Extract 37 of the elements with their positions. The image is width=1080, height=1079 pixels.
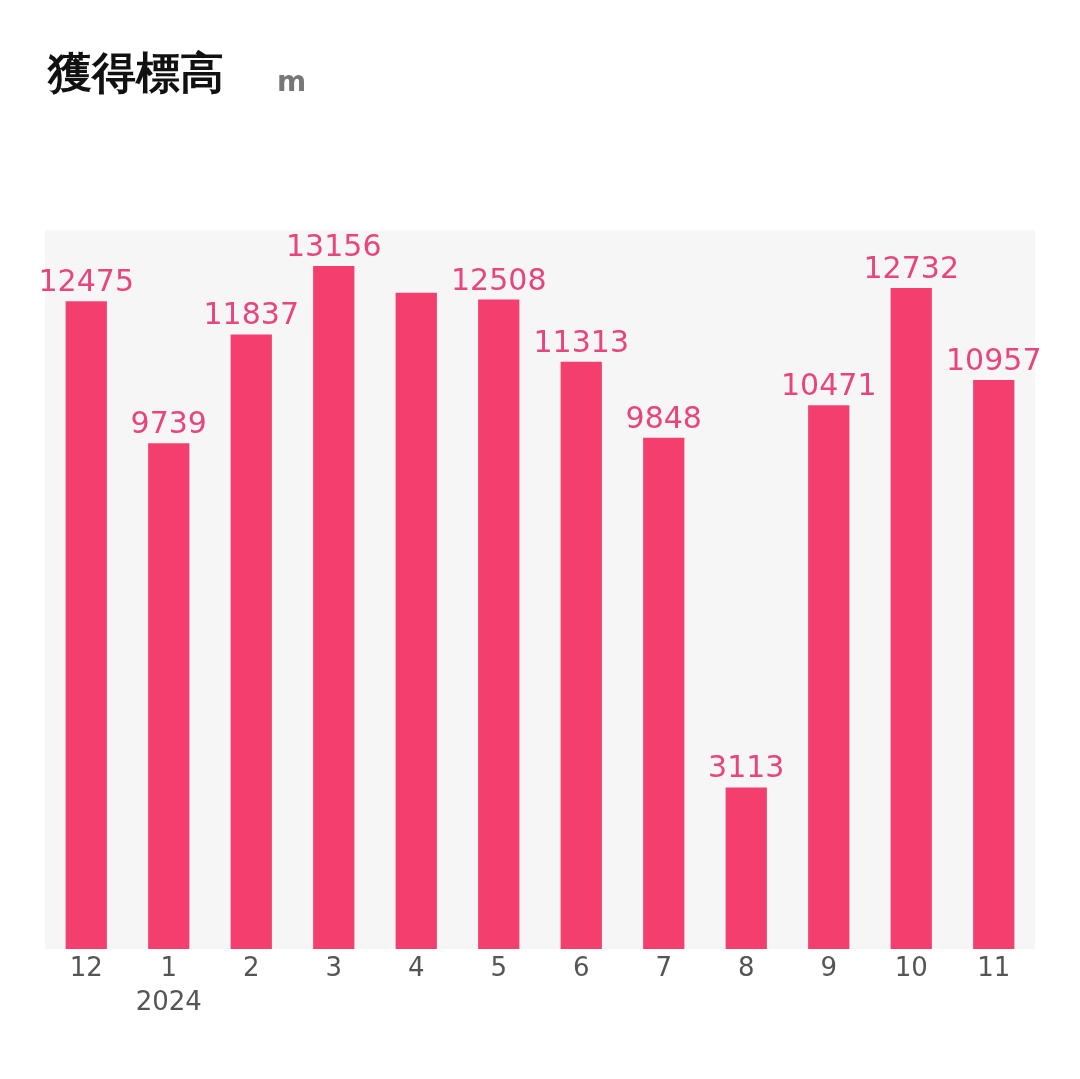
chart-title: 獲得標高 [47,47,224,98]
data-label: 3113 [708,749,785,785]
bar [973,380,1015,949]
data-label: 12732 [863,249,959,285]
bar [808,405,850,949]
bar [148,443,190,949]
data-label: 9739 [130,405,207,441]
data-label: 9848 [625,399,702,435]
bar [65,301,107,949]
x-tick-label: 7 [655,952,673,982]
bar [230,334,272,949]
bar [560,361,602,949]
data-label: 11313 [533,323,629,359]
data-label: 12475 [38,263,134,299]
data-label: 10957 [946,342,1042,378]
data-label: 11837 [203,296,299,332]
x-tick-label: 9 [820,952,838,982]
bar [643,437,685,949]
x-tick-label: 6 [572,952,590,982]
bar [890,287,932,949]
x-tick-label: 5 [490,952,508,982]
x-tick-label: 11 [977,952,1011,982]
bar [395,292,437,949]
x-tick-label: 8 [737,952,755,982]
chart-subtitle: m [277,65,307,98]
x-tick-label: 10 [894,952,928,982]
x-tick-label: 12 [69,952,103,982]
x-tick-label: 3 [325,952,343,982]
bar [478,299,520,949]
data-label: 10471 [781,367,877,403]
data-label: 12508 [451,261,547,297]
data-label: 13156 [286,227,382,263]
bar [725,787,767,949]
x-tick-label: 4 [407,952,425,982]
x-tick-label: 2 [242,952,260,982]
bar [313,265,355,949]
x-tick-label: 1 2024 [135,952,202,1016]
